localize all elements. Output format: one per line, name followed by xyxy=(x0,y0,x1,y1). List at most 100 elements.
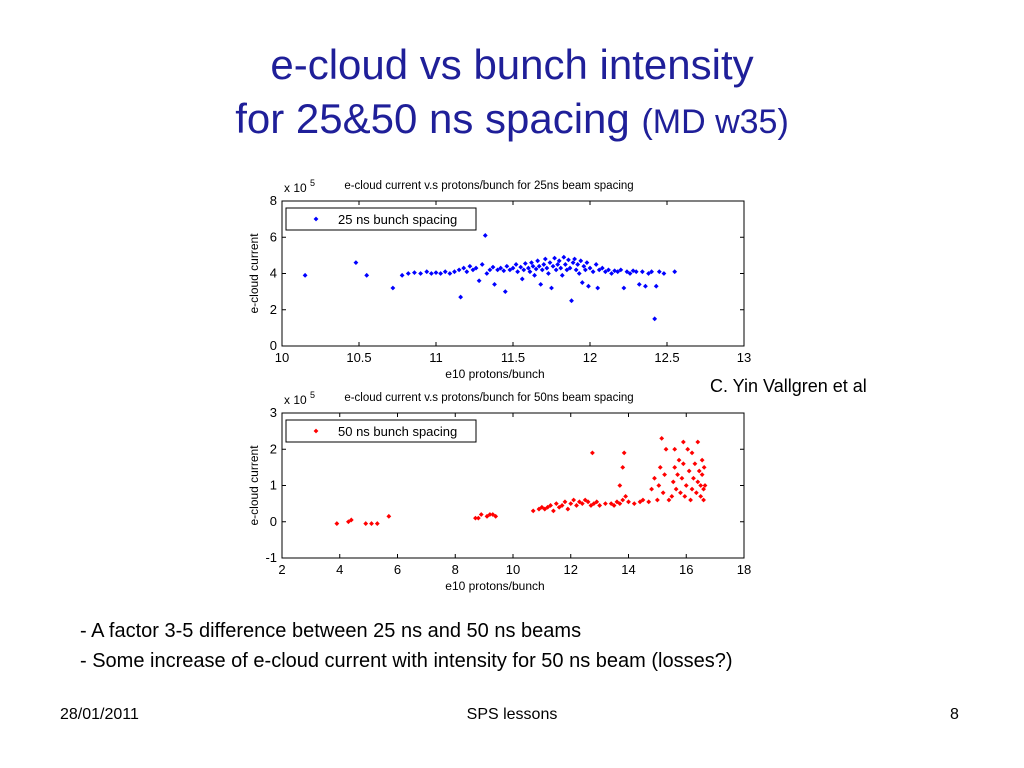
data-point xyxy=(568,501,574,507)
title-line-2: for 25&50 ns spacing (MD w35) xyxy=(0,92,1024,149)
y-multiplier: x 10 xyxy=(284,181,307,195)
data-point xyxy=(621,285,627,291)
slide-title: e-cloud vs bunch intensity for 25&50 ns … xyxy=(0,38,1024,149)
legend: 50 ns bunch spacing xyxy=(285,419,477,443)
data-point xyxy=(615,269,621,275)
data-point xyxy=(584,260,590,266)
data-point xyxy=(550,263,556,269)
data-point xyxy=(553,501,559,507)
data-point xyxy=(670,479,676,485)
data-point xyxy=(473,265,479,271)
data-point xyxy=(348,517,354,523)
data-point xyxy=(649,486,654,492)
data-point xyxy=(433,270,439,275)
data-point xyxy=(530,508,536,514)
x-tick-label: 4 xyxy=(336,562,343,577)
data-point xyxy=(519,276,525,282)
data-point xyxy=(597,503,603,508)
data-point xyxy=(544,265,550,271)
x-tick-label: 10 xyxy=(275,350,289,365)
data-point xyxy=(518,264,524,270)
legend-marker xyxy=(313,428,319,434)
data-point xyxy=(470,267,476,273)
data-point xyxy=(507,267,513,273)
data-point xyxy=(620,497,626,503)
y-tick-label: 0 xyxy=(270,338,277,353)
data-point xyxy=(630,268,636,274)
data-point xyxy=(596,267,602,273)
data-point xyxy=(646,499,652,505)
data-point xyxy=(334,521,340,526)
data-point xyxy=(538,281,544,287)
y-tick-label: 2 xyxy=(270,302,277,317)
x-tick-label: 12 xyxy=(564,562,578,577)
data-point xyxy=(695,479,701,485)
data-point xyxy=(515,269,521,275)
data-point xyxy=(590,269,596,275)
data-point xyxy=(490,264,496,270)
data-point xyxy=(639,269,645,275)
data-point xyxy=(405,271,411,276)
data-point xyxy=(577,499,582,505)
data-point xyxy=(493,513,499,519)
footer-date: 28/01/2011 xyxy=(60,706,139,723)
data-point xyxy=(609,271,614,276)
data-point xyxy=(691,475,696,481)
data-point xyxy=(581,263,587,269)
data-point xyxy=(533,266,539,272)
data-point xyxy=(636,281,642,287)
data-point xyxy=(652,475,657,481)
data-point xyxy=(510,265,516,271)
data-point xyxy=(595,285,601,291)
legend-marker xyxy=(313,216,319,222)
data-point xyxy=(637,499,643,505)
data-point xyxy=(502,289,508,295)
x-tick-label: 8 xyxy=(452,562,459,577)
data-point xyxy=(482,233,488,238)
x-tick-label: 2 xyxy=(278,562,285,577)
data-point xyxy=(618,267,624,273)
data-point xyxy=(654,497,660,503)
data-point xyxy=(549,285,554,291)
data-point xyxy=(559,272,565,278)
data-point xyxy=(701,464,707,470)
legend-box xyxy=(285,419,477,443)
data-point xyxy=(438,271,444,276)
data-point xyxy=(582,267,588,273)
y-tick-label: 4 xyxy=(270,266,277,281)
data-point xyxy=(547,260,553,266)
data-point xyxy=(495,267,500,273)
data-point xyxy=(461,265,467,271)
data-point xyxy=(689,450,695,456)
data-point xyxy=(564,267,570,273)
data-point xyxy=(467,263,473,269)
data-point xyxy=(484,271,490,276)
x-tick-label: 12 xyxy=(583,350,597,365)
data-point xyxy=(575,262,581,267)
data-point xyxy=(682,493,688,499)
data-point xyxy=(513,262,519,267)
data-point xyxy=(487,512,493,517)
legend: 25 ns bunch spacing xyxy=(285,207,477,231)
data-point xyxy=(475,515,481,521)
data-point xyxy=(555,262,561,267)
data-point xyxy=(369,521,374,526)
y-axis-label: e-cloud current xyxy=(247,445,261,526)
data-point xyxy=(603,501,608,507)
data-point xyxy=(696,468,702,474)
data-point xyxy=(458,294,464,300)
data-point xyxy=(688,497,693,503)
data-point xyxy=(562,499,568,505)
data-point xyxy=(473,515,478,521)
data-point xyxy=(640,497,646,503)
data-point xyxy=(574,503,579,508)
data-point xyxy=(567,265,573,271)
data-point xyxy=(611,503,617,508)
data-point xyxy=(672,464,678,470)
data-point xyxy=(663,446,669,452)
data-point xyxy=(562,262,568,267)
data-point xyxy=(501,268,507,274)
data-point xyxy=(553,267,559,273)
data-point xyxy=(532,272,537,278)
data-point xyxy=(442,269,448,275)
